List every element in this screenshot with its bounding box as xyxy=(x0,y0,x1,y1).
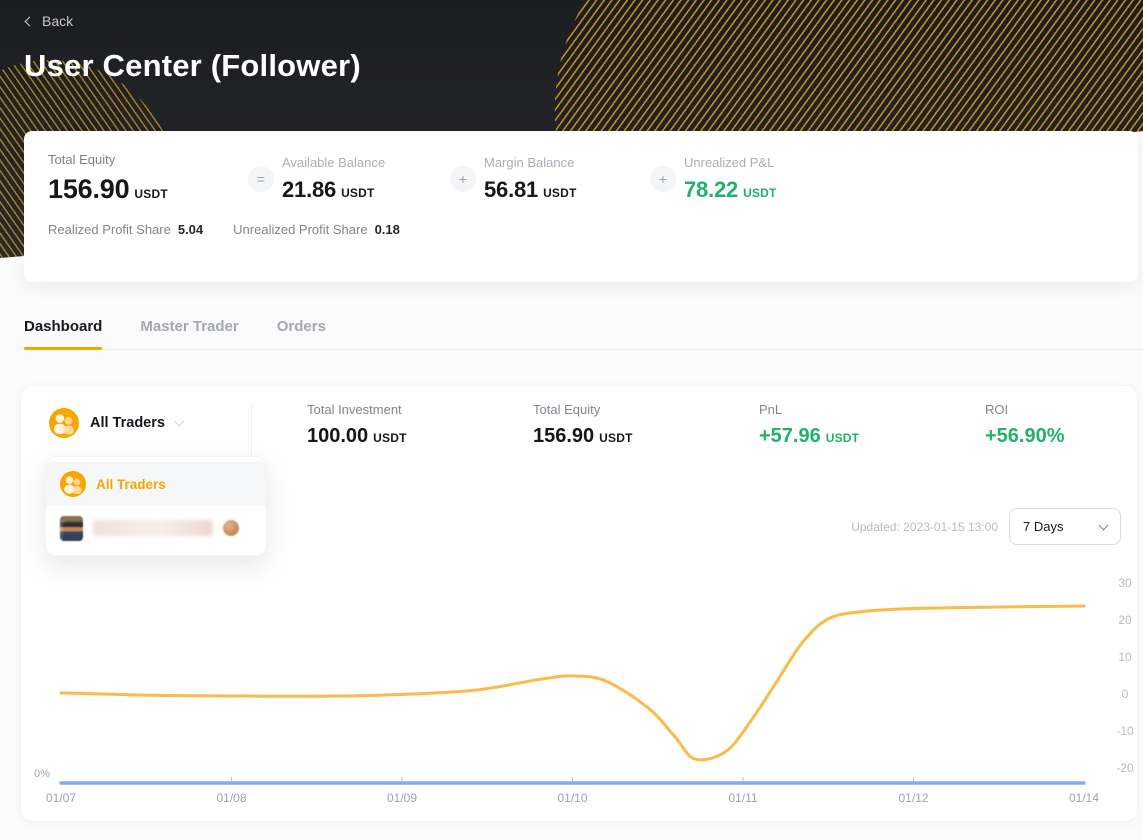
trader-dropdown: All Traders xyxy=(45,456,267,556)
y-axis-label: 30 xyxy=(1118,576,1132,590)
x-axis-label: 01/09 xyxy=(386,791,418,805)
trader-selector[interactable]: All Traders xyxy=(49,408,251,438)
stat-label: Total Equity xyxy=(48,152,116,167)
total-equity-stat: Total Equity 156.90 USDT xyxy=(533,402,633,447)
y-axis-label: 20 xyxy=(1118,613,1132,627)
tab-master-trader[interactable]: Master Trader xyxy=(140,318,239,335)
chevron-down-icon xyxy=(1098,520,1109,530)
y-axis-label: -10 xyxy=(1116,724,1134,738)
equals-icon: = xyxy=(248,165,274,192)
margin-balance-stat: Margin Balance 56.81 USDT xyxy=(484,155,650,203)
unrealized-pnl-stat: Unrealized P&L 78.22 USDT xyxy=(684,155,777,203)
masked-trader-name xyxy=(93,520,213,536)
back-label: Back xyxy=(42,13,74,29)
x-axis-label: 01/11 xyxy=(728,791,758,805)
fist-emoji-icon xyxy=(223,520,239,536)
trader-avatar xyxy=(60,515,83,541)
x-axis: 01/07 01/08 01/09 01/10 01/11 01/12 01/14 xyxy=(46,791,1099,807)
roi-chart-svg xyxy=(61,546,1084,786)
trader-dropdown-item-all-traders[interactable]: All Traders xyxy=(46,462,266,506)
dashboard-card: All Traders Total Investment 100.00 USDT … xyxy=(20,385,1138,822)
page-title: User Center (Follower) xyxy=(24,48,361,83)
stat-value: 78.22 USDT xyxy=(684,176,777,202)
pnl-stat: PnL +57.96 USDT xyxy=(759,402,860,447)
vertical-divider xyxy=(251,402,252,456)
chevron-left-icon xyxy=(24,16,35,26)
total-equity-stat: Total Equity 156.90 USDT xyxy=(48,152,248,205)
all-traders-group-icon xyxy=(60,471,86,497)
plus-icon: + xyxy=(650,165,676,192)
y-axis-label: -20 xyxy=(1116,761,1134,775)
baseline-zero-percent-label: 0% xyxy=(34,768,50,780)
equity-summary-card: Total Equity 156.90 USDT = Available Bala… xyxy=(24,131,1138,282)
trader-selector-label: All Traders xyxy=(90,415,165,431)
realized-profit-share: Realized Profit Share 5.04 xyxy=(48,222,204,237)
unrealized-profit-share: Unrealized Profit Share 0.18 xyxy=(233,222,400,237)
roi-stat: ROI +56.90% xyxy=(985,402,1065,447)
plus-icon: + xyxy=(450,165,476,192)
dropdown-item-label: All Traders xyxy=(96,476,166,492)
tab-dashboard[interactable]: Dashboard xyxy=(24,318,103,350)
tab-bar: Dashboard Master Trader Orders xyxy=(24,318,1143,350)
stat-value: 56.81 USDT xyxy=(484,176,577,202)
time-range-value: 7 Days xyxy=(1023,519,1064,534)
roi-chart[interactable]: 0% 30 20 10 0 -10 -20 xyxy=(34,546,1134,786)
total-investment-stat: Total Investment 100.00 USDT xyxy=(307,402,407,447)
stat-label: Available Balance xyxy=(282,154,386,170)
available-balance-stat: Available Balance 21.86 USDT xyxy=(282,155,450,203)
stat-label: Margin Balance xyxy=(484,154,575,170)
y-axis-label: 0 xyxy=(1121,687,1129,701)
time-range-select[interactable]: 7 Days xyxy=(1009,508,1121,545)
all-traders-group-icon xyxy=(49,408,79,438)
tabs-divider xyxy=(24,349,1143,350)
stat-value: 156.90 USDT xyxy=(48,174,168,204)
x-axis-label: 01/12 xyxy=(898,791,929,805)
stat-label: Unrealized P&L xyxy=(684,154,775,170)
x-axis-label: 01/07 xyxy=(45,791,77,805)
updated-timestamp: Updated: 2023-01-15 13:00 xyxy=(851,519,998,534)
trader-dropdown-item-masked-trader[interactable] xyxy=(46,506,266,550)
x-axis-label: 01/10 xyxy=(557,791,588,805)
tab-orders[interactable]: Orders xyxy=(276,318,326,335)
stat-value: 21.86 USDT xyxy=(282,176,375,202)
chevron-down-icon xyxy=(174,416,185,427)
x-axis-label: 01/14 xyxy=(1068,791,1100,805)
x-axis-label: 01/08 xyxy=(216,791,247,805)
back-button[interactable]: Back xyxy=(24,13,74,29)
y-axis-label: 10 xyxy=(1118,650,1132,664)
